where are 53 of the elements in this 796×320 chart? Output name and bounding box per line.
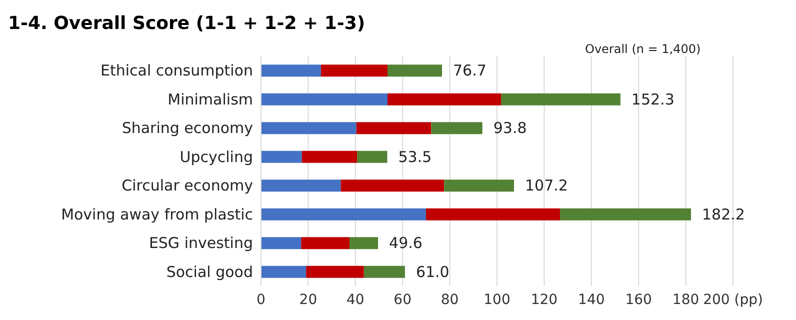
- y-tick-label: Upcycling: [180, 148, 253, 166]
- total-label: 152.3: [631, 90, 674, 108]
- total-label: 53.5: [398, 148, 432, 166]
- bar: [387, 64, 442, 77]
- bar: [261, 237, 302, 250]
- total-label: 107.2: [524, 176, 568, 195]
- bar: [261, 93, 388, 106]
- bar: [261, 122, 356, 134]
- bar: [306, 266, 364, 278]
- bar: [261, 180, 341, 192]
- bar: [431, 122, 482, 134]
- y-tick-label: Social good: [166, 262, 253, 281]
- bar: [426, 208, 560, 220]
- x-tick-label: 180: [672, 292, 700, 308]
- total-label: 49.6: [389, 234, 422, 252]
- y-tick-label: Minimalism: [168, 90, 253, 108]
- x-tick-label: 140: [578, 292, 605, 308]
- bar: [261, 208, 426, 220]
- total-label: 93.8: [493, 119, 527, 138]
- x-tick-label: 100: [484, 292, 510, 308]
- chart-title: 1-4. Overall Score (1-1 + 1-2 + 1-3): [8, 12, 366, 36]
- bar: [320, 64, 388, 77]
- total-label: 76.7: [453, 62, 486, 80]
- y-tick-label: Circular economy: [122, 176, 254, 195]
- bar: [501, 93, 620, 106]
- total-label: 182.2: [702, 205, 745, 224]
- x-tick-label: 60: [394, 292, 412, 308]
- x-tick-label: 20: [299, 292, 318, 308]
- bar: [340, 180, 444, 192]
- bar: [387, 93, 502, 106]
- bar: [261, 64, 321, 77]
- bar: [357, 150, 388, 163]
- x-tick-label: 0: [256, 292, 266, 308]
- x-tick-label: 40: [346, 292, 364, 308]
- bar: [560, 208, 691, 220]
- bar: [356, 122, 432, 134]
- y-tick-label: Ethical consumption: [100, 62, 253, 80]
- bar: [350, 237, 378, 250]
- bar: [301, 237, 350, 250]
- bar: [444, 180, 514, 192]
- total-label: 61.0: [416, 262, 450, 281]
- x-tick-label: 120: [530, 292, 558, 308]
- bar: [261, 150, 302, 163]
- bar: [261, 266, 306, 278]
- y-tick-label: Sharing economy: [122, 119, 254, 138]
- bar: [302, 150, 358, 163]
- annotation: Overall (n = 1,400): [585, 42, 701, 56]
- x-tick-label: 80: [440, 292, 459, 308]
- bar: [364, 266, 405, 278]
- x-tick-label: 200 (pp): [703, 292, 763, 308]
- y-tick-label: Moving away from plastic: [61, 205, 253, 224]
- x-tick-label: 160: [625, 292, 652, 308]
- y-tick-label: ESG investing: [148, 234, 253, 252]
